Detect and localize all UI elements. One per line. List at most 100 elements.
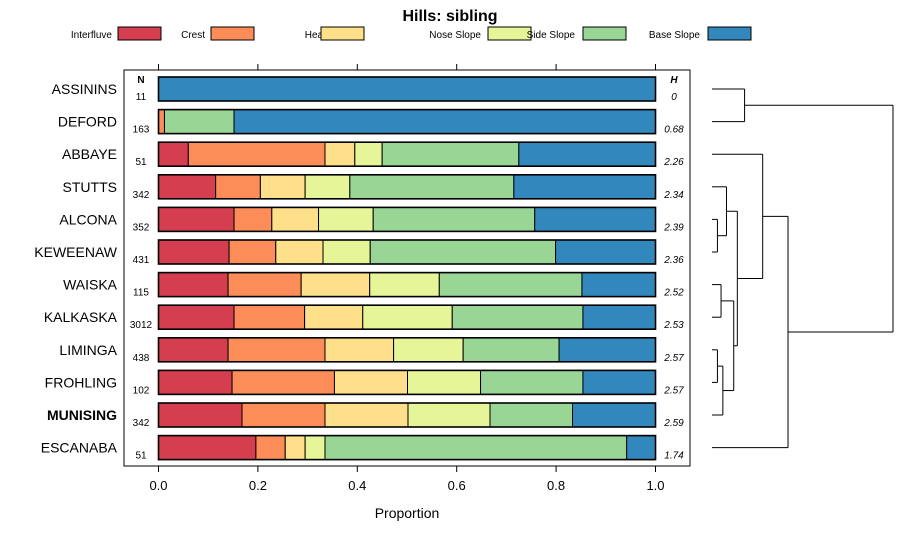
legend-label-5: Base Slope: [649, 30, 701, 41]
bar-segment-7-5: [582, 304, 656, 330]
bar-segment-5-0: [158, 239, 230, 265]
bar-segment-6-0: [158, 272, 229, 298]
bar-segment-9-2: [333, 369, 408, 395]
row-n-11: 51: [135, 451, 147, 462]
bar-segment-7-0: [158, 304, 235, 330]
bar-segment-3-5: [513, 174, 656, 200]
bar-outline-3: [157, 174, 657, 200]
n-column-header: N: [137, 75, 144, 86]
bar-segment-0-5: [158, 76, 656, 102]
bar-segment-11-2: [284, 435, 306, 461]
row-h-11: 1.74: [664, 451, 684, 462]
bar-segment-9-5: [582, 369, 656, 395]
bar-segment-2-2: [324, 141, 356, 167]
legend-swatch-2: [320, 26, 365, 41]
bar-segment-3-4: [349, 174, 515, 200]
row-n-3: 342: [133, 190, 150, 201]
row-n-10: 342: [133, 418, 150, 429]
bar-segment-7-2: [304, 304, 364, 330]
row-n-6: 115: [133, 288, 149, 299]
bar-segment-10-1: [241, 402, 326, 428]
bar-segment-4-3: [318, 206, 374, 232]
row-h-0: 0: [671, 92, 677, 103]
bar-segment-10-5: [572, 402, 656, 428]
rows: ASSININS 11 0 DEFORD 163 0.68 ABBAYE 51 2.26 STUT…: [34, 76, 684, 462]
bar-segment-10-3: [407, 402, 491, 428]
legend-swatch-3: [487, 26, 532, 41]
bar-segment-8-0: [158, 337, 229, 363]
bar-segment-10-4: [489, 402, 574, 428]
bar-segment-5-2: [275, 239, 324, 265]
x-axis-title: Proportion: [375, 505, 440, 521]
bar-outline-0: [157, 76, 657, 102]
row-label-4: ALCONA: [59, 211, 117, 227]
row-label-0: ASSININS: [52, 81, 117, 97]
x-tick-label-2: 0.4: [348, 478, 366, 493]
bar-outline-2: [157, 141, 657, 167]
row-h-7: 2.53: [663, 320, 684, 331]
legend-label-3: Nose Slope: [429, 30, 481, 41]
row-h-8: 2.57: [663, 353, 684, 364]
bar-segment-5-3: [322, 239, 371, 265]
legend-swatch-5: [707, 26, 752, 41]
bar-segment-4-0: [158, 206, 235, 232]
bar-segment-3-1: [215, 174, 261, 200]
bar-segment-6-4: [438, 272, 583, 298]
row-n-1: 163: [133, 125, 150, 136]
bar-segment-6-2: [300, 272, 371, 298]
h-column-header: H: [670, 75, 678, 86]
row-n-4: 352: [133, 222, 150, 233]
row-label-7: KALKASKA: [44, 309, 118, 325]
bar-segment-6-5: [581, 272, 656, 298]
legend-swatch-0: [117, 26, 162, 41]
bar-segment-9-4: [480, 369, 584, 395]
bar-outline-4: [157, 206, 657, 233]
bar-segment-6-1: [227, 272, 302, 298]
bar-segment-11-3: [304, 435, 326, 461]
bar-segment-11-0: [158, 435, 257, 461]
bar-outline-10: [157, 402, 657, 428]
legend-swatch-1: [210, 26, 255, 41]
x-axis: 0.0 0.2 0.4 0.6 0.8 1.0: [149, 64, 665, 493]
row-n-5: 431: [133, 255, 150, 266]
bar-segment-1-4: [163, 109, 235, 135]
row-n-8: 438: [133, 353, 150, 364]
x-tick-label-5: 1.0: [646, 478, 664, 493]
bar-segment-4-4: [372, 206, 536, 232]
bar-segment-9-1: [231, 369, 335, 395]
bar-segment-8-5: [558, 337, 656, 363]
bar-segment-11-1: [255, 435, 286, 461]
bar-segment-8-3: [393, 337, 464, 363]
row-label-10: MUNISING: [47, 407, 117, 423]
bar-outline-8: [157, 336, 657, 363]
bar-segment-10-2: [324, 402, 409, 428]
bar-segment-8-1: [227, 337, 326, 363]
bar-segment-3-0: [158, 174, 217, 200]
bar-segment-8-2: [324, 337, 395, 363]
bar-segment-2-0: [158, 141, 189, 167]
bar-segment-2-3: [354, 141, 383, 167]
bar-segment-10-0: [158, 402, 243, 428]
bar-outline-9: [157, 369, 657, 396]
bar-segment-7-4: [451, 304, 584, 330]
row-label-5: KEWEENAW: [34, 244, 117, 260]
bar-segment-9-3: [406, 369, 482, 395]
bar-outline-11: [157, 434, 657, 461]
row-n-7: 3012: [130, 320, 153, 331]
legend-label-4: Side Slope: [527, 30, 576, 41]
row-label-2: ABBAYE: [62, 146, 117, 162]
row-h-1: 0.68: [664, 125, 684, 136]
x-tick-label-1: 0.2: [249, 478, 267, 493]
row-h-9: 2.57: [663, 385, 684, 396]
x-tick-label-0: 0.0: [149, 478, 167, 493]
bar-segment-11-5: [626, 435, 657, 461]
bar-segment-2-4: [381, 141, 520, 167]
row-h-10: 2.59: [663, 418, 684, 429]
bar-outline-5: [157, 239, 657, 265]
row-n-2: 51: [135, 157, 147, 168]
bar-segment-4-5: [534, 206, 657, 232]
row-h-6: 2.52: [663, 288, 684, 299]
bar-segment-4-2: [271, 206, 320, 232]
bar-segment-11-4: [324, 435, 628, 461]
